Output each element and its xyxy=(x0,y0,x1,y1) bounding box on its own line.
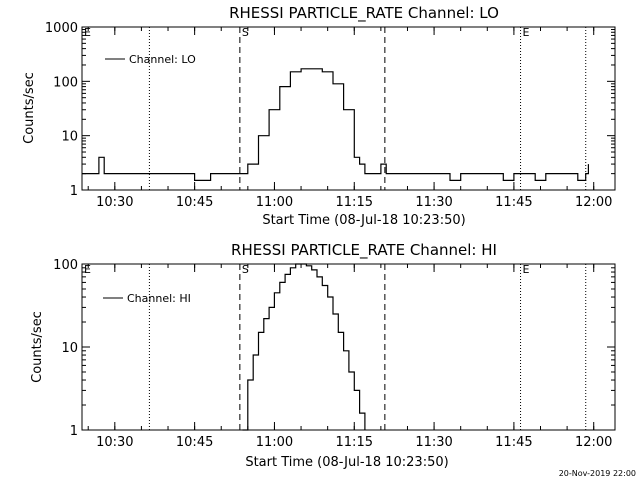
x-tick-label: 11:30 xyxy=(415,195,452,210)
y-tick-label: 10 xyxy=(61,130,78,145)
series-line-hi xyxy=(242,263,366,431)
y-axis-label-hi: Counts/sec xyxy=(30,311,45,383)
y-tick-label: 100 xyxy=(53,258,78,273)
chart-panel-lo: RHESSI PARTICLE_RATE Channel: LO E S E 1 10… xyxy=(22,4,616,228)
y-tick-label: 100 xyxy=(53,75,78,90)
chart-title-lo: RHESSI PARTICLE_RATE Channel: LO xyxy=(229,4,499,23)
y-tick-label: 1 xyxy=(70,184,78,199)
event-marker-label: S xyxy=(242,263,249,276)
x-tick-label: 11:15 xyxy=(336,435,373,450)
chart-panel-hi: RHESSI PARTICLE_RATE Channel: HI E S E 1 10… xyxy=(30,241,616,470)
plot-frame-hi xyxy=(81,263,616,431)
x-ticks-hi: 10:30 10:45 11:00 11:15 11:30 11:45 12:00 xyxy=(87,264,612,450)
x-tick-label: 10:45 xyxy=(176,195,213,210)
event-marker-label: E xyxy=(523,26,530,39)
x-tick-label: 11:45 xyxy=(495,435,532,450)
x-axis-label-lo: Start Time (08-Jul-18 10:23:50) xyxy=(262,213,465,228)
y-ticks-hi: 1 10 100 xyxy=(53,258,615,439)
y-tick-label: 10 xyxy=(61,341,78,356)
plot-frame-lo xyxy=(81,26,616,191)
x-tick-label: 11:45 xyxy=(495,195,532,210)
x-axis-label-hi: Start Time (08-Jul-18 10:23:50) xyxy=(245,455,448,470)
chart-title-hi: RHESSI PARTICLE_RATE Channel: HI xyxy=(231,241,497,260)
x-tick-label: 12:00 xyxy=(575,195,612,210)
event-marker-label: S xyxy=(242,26,249,39)
x-tick-label: 12:00 xyxy=(575,435,612,450)
event-marker-label: E xyxy=(523,263,530,276)
x-tick-label: 10:30 xyxy=(96,435,133,450)
x-ticks-lo: 10:30 10:45 11:00 11:15 11:30 11:45 12:00 xyxy=(87,27,612,210)
event-marker-label: E xyxy=(84,26,91,39)
y-tick-label: 1 xyxy=(70,424,78,439)
x-tick-label: 10:45 xyxy=(176,435,213,450)
legend-label-lo: Channel: LO xyxy=(129,53,196,66)
legend-label-hi: Channel: HI xyxy=(127,292,191,305)
x-tick-label: 11:00 xyxy=(256,435,293,450)
x-tick-label: 11:30 xyxy=(415,435,452,450)
generation-timestamp: 20-Nov-2019 22:00 xyxy=(559,469,636,478)
series-line-lo xyxy=(82,68,589,181)
y-ticks-lo: 1 10 100 1000 xyxy=(45,21,615,199)
x-tick-label: 11:15 xyxy=(336,195,373,210)
x-tick-label: 11:00 xyxy=(256,195,293,210)
x-tick-label: 10:30 xyxy=(96,195,133,210)
y-axis-label-lo: Counts/sec xyxy=(22,72,37,144)
event-marker-label: E xyxy=(84,263,91,276)
y-tick-label: 1000 xyxy=(45,21,78,36)
